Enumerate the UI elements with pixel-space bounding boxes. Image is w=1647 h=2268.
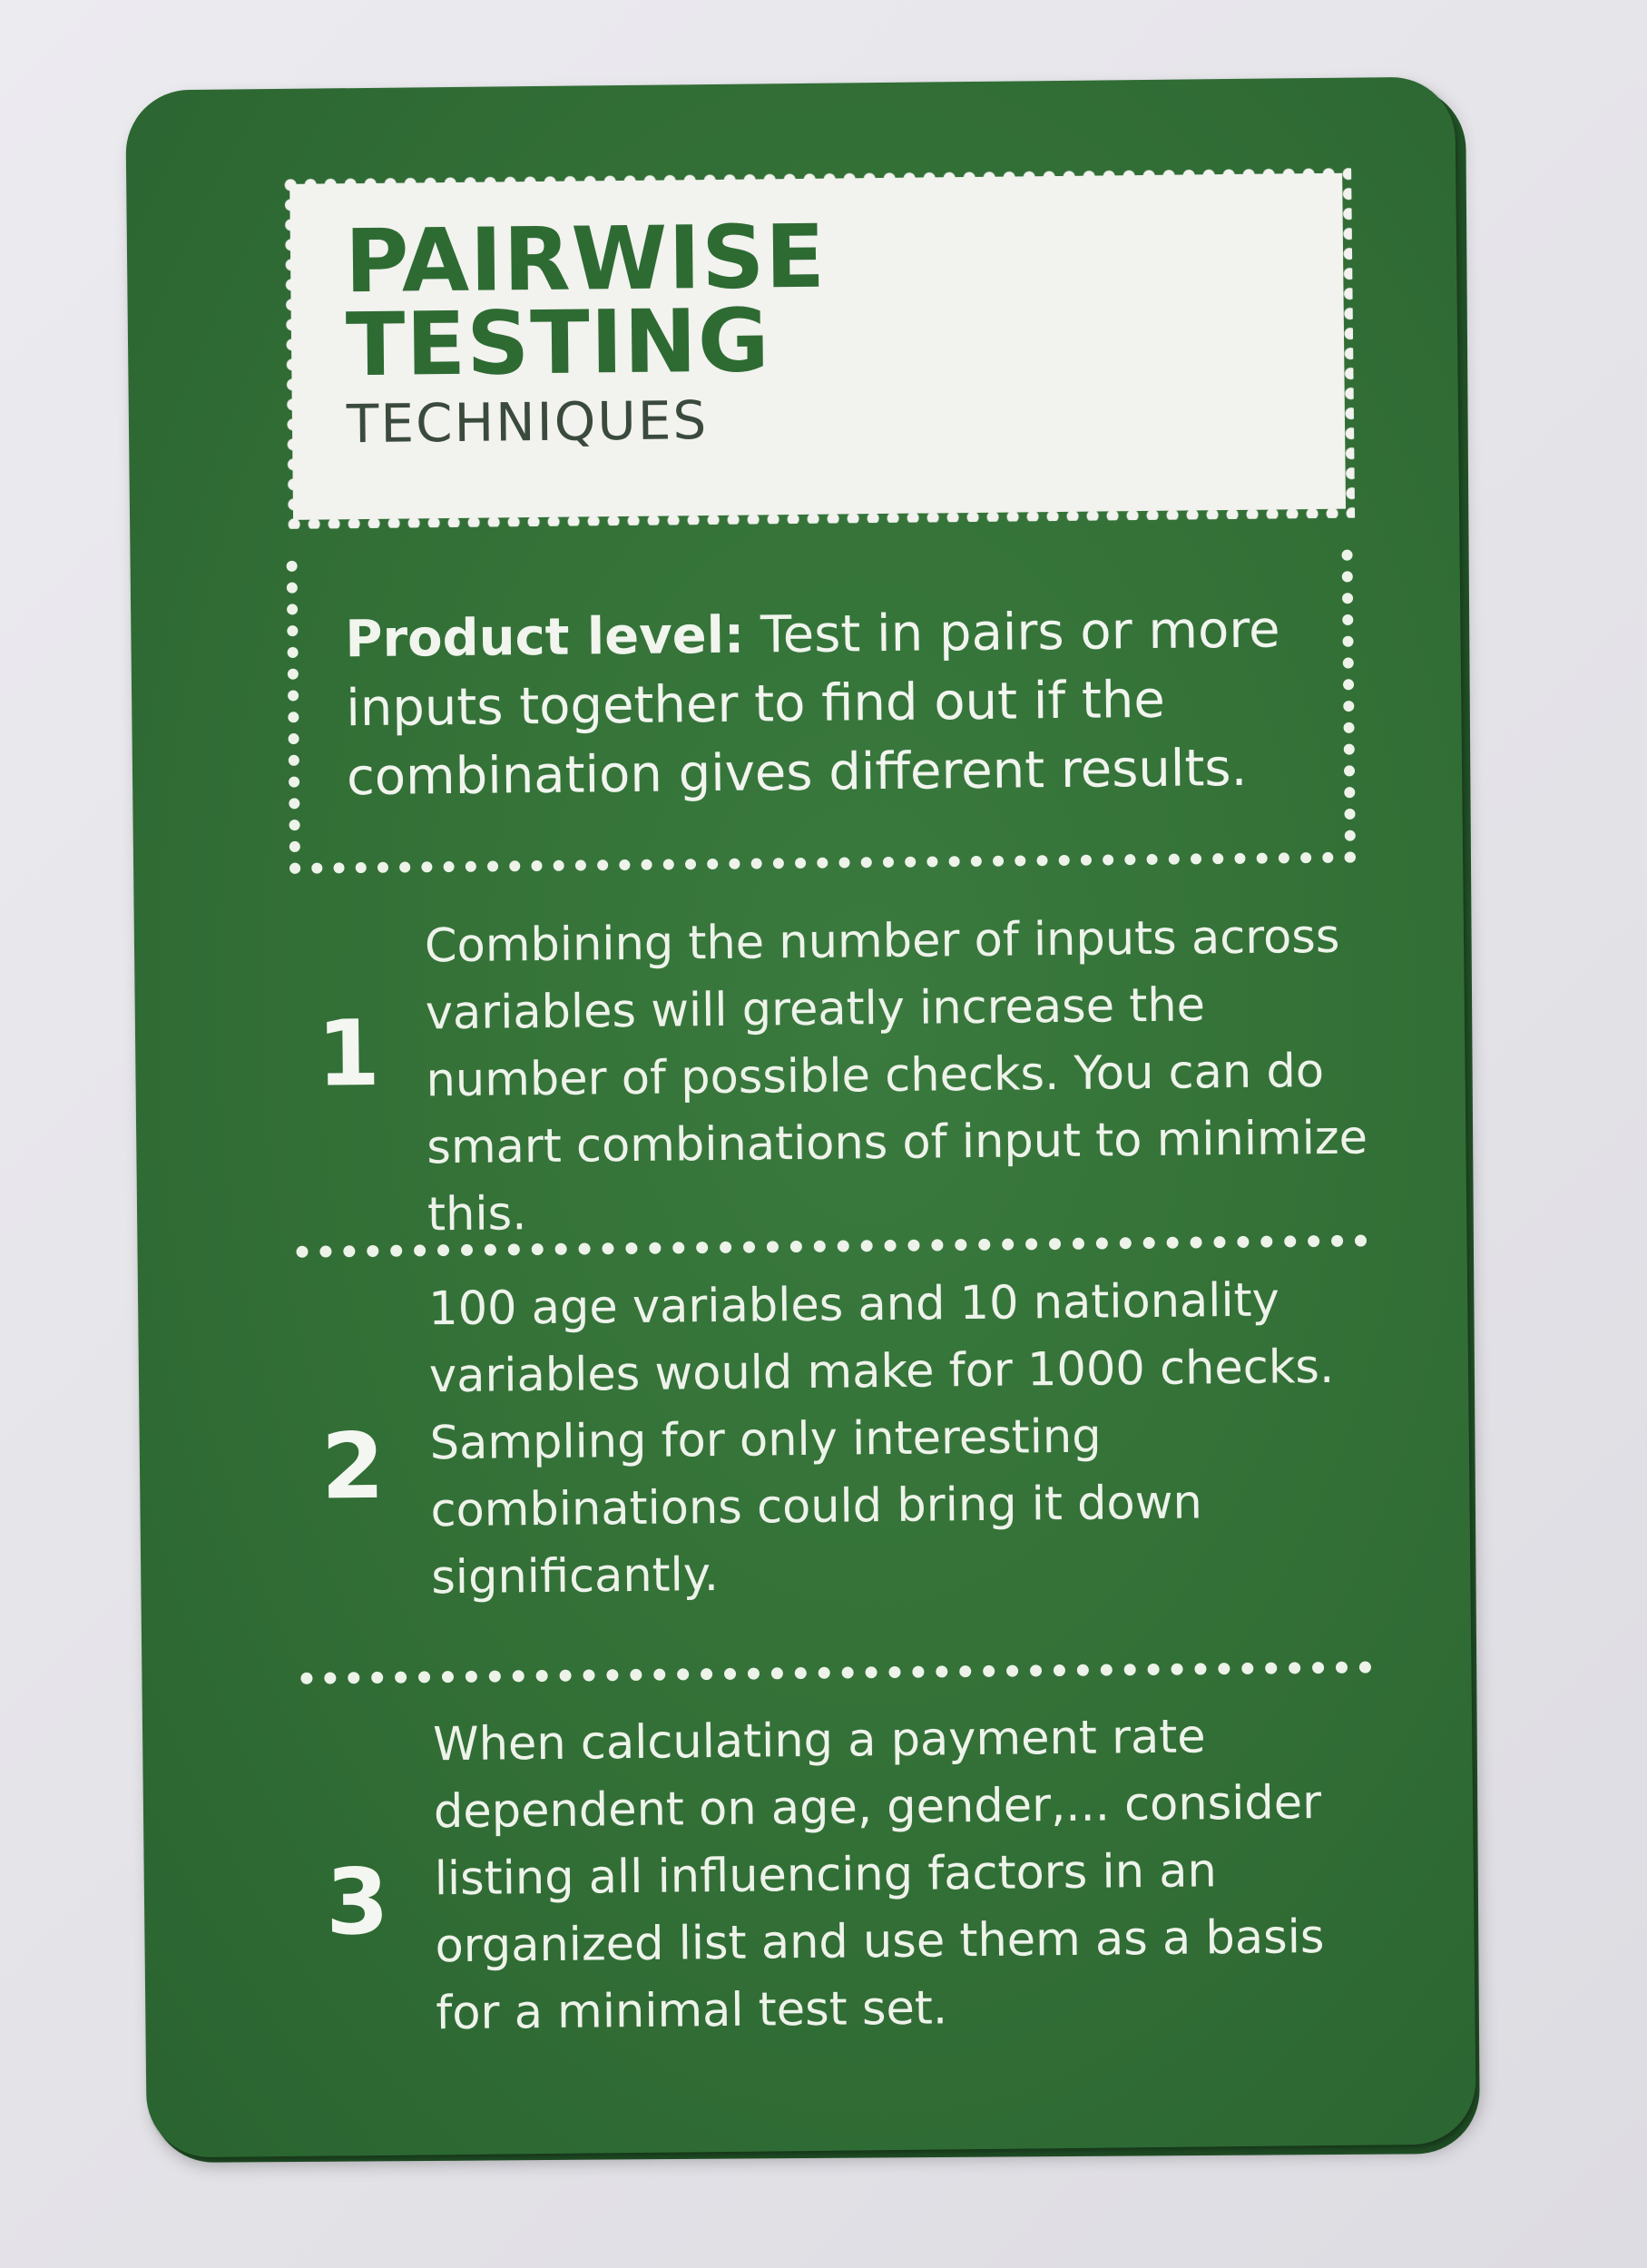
card-subtitle: TECHNIQUES <box>346 389 709 456</box>
card-title-line-1: PAIRWISE <box>344 205 827 313</box>
item-number-2: 2 <box>320 1412 386 1520</box>
item-text-3: When calculating a payment rate dependen… <box>432 1710 1325 2041</box>
product-level-label: Product level: <box>345 605 745 670</box>
technique-item-2: 2 100 age variables and 10 nationality v… <box>292 1266 1376 1640</box>
product-level-box: Product level: Test in pairs or more inp… <box>286 549 1357 874</box>
item-number-3: 3 <box>325 1848 390 1956</box>
dotted-divider-2 <box>300 1661 1372 1684</box>
card-title-line-2: TESTING <box>345 290 771 397</box>
technique-item-1: 1 Combining the number of inputs across … <box>289 903 1371 1242</box>
item-number-1: 1 <box>316 999 381 1107</box>
technique-item-3: 3 When calculating a payment rate depend… <box>297 1702 1380 2076</box>
item-text-1: Combining the number of inputs across va… <box>424 909 1368 1242</box>
product-level-description: Product level: Test in pairs or more inp… <box>345 595 1308 812</box>
pairwise-testing-card: PAIRWISE TESTING TECHNIQUES Product leve… <box>125 76 1476 2158</box>
item-text-2: 100 age variables and 10 nationality var… <box>427 1273 1335 1605</box>
title-stamp-box: PAIRWISE TESTING TECHNIQUES <box>289 172 1347 520</box>
